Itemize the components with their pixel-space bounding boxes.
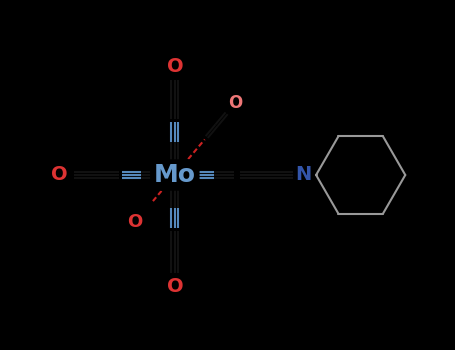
Text: O: O: [167, 277, 183, 296]
Text: O: O: [228, 94, 243, 112]
Text: O: O: [167, 57, 183, 76]
Text: Mo: Mo: [154, 163, 196, 187]
Text: O: O: [51, 166, 67, 184]
Text: O: O: [127, 214, 143, 231]
Text: N: N: [296, 166, 312, 184]
